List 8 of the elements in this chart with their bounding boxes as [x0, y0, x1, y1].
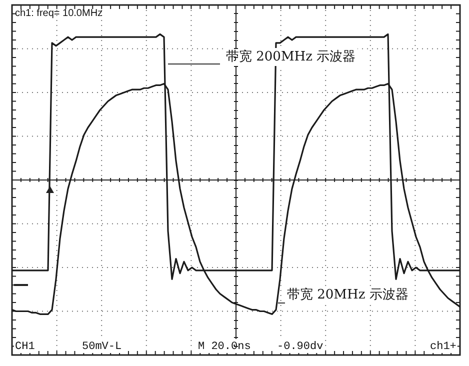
- text: ch1: freq= 10.0MHz: [15, 8, 103, 19]
- text: ch1+: [430, 340, 456, 353]
- text: 50mV-L: [82, 340, 122, 353]
- text: -0.90dv: [277, 340, 324, 353]
- series-label: 带宽 20MHz 示波器: [287, 286, 408, 302]
- text: M 20.0ns: [198, 340, 251, 353]
- text: CH1: [15, 340, 36, 353]
- series-label: 带宽 200MHz 示波器: [226, 48, 356, 64]
